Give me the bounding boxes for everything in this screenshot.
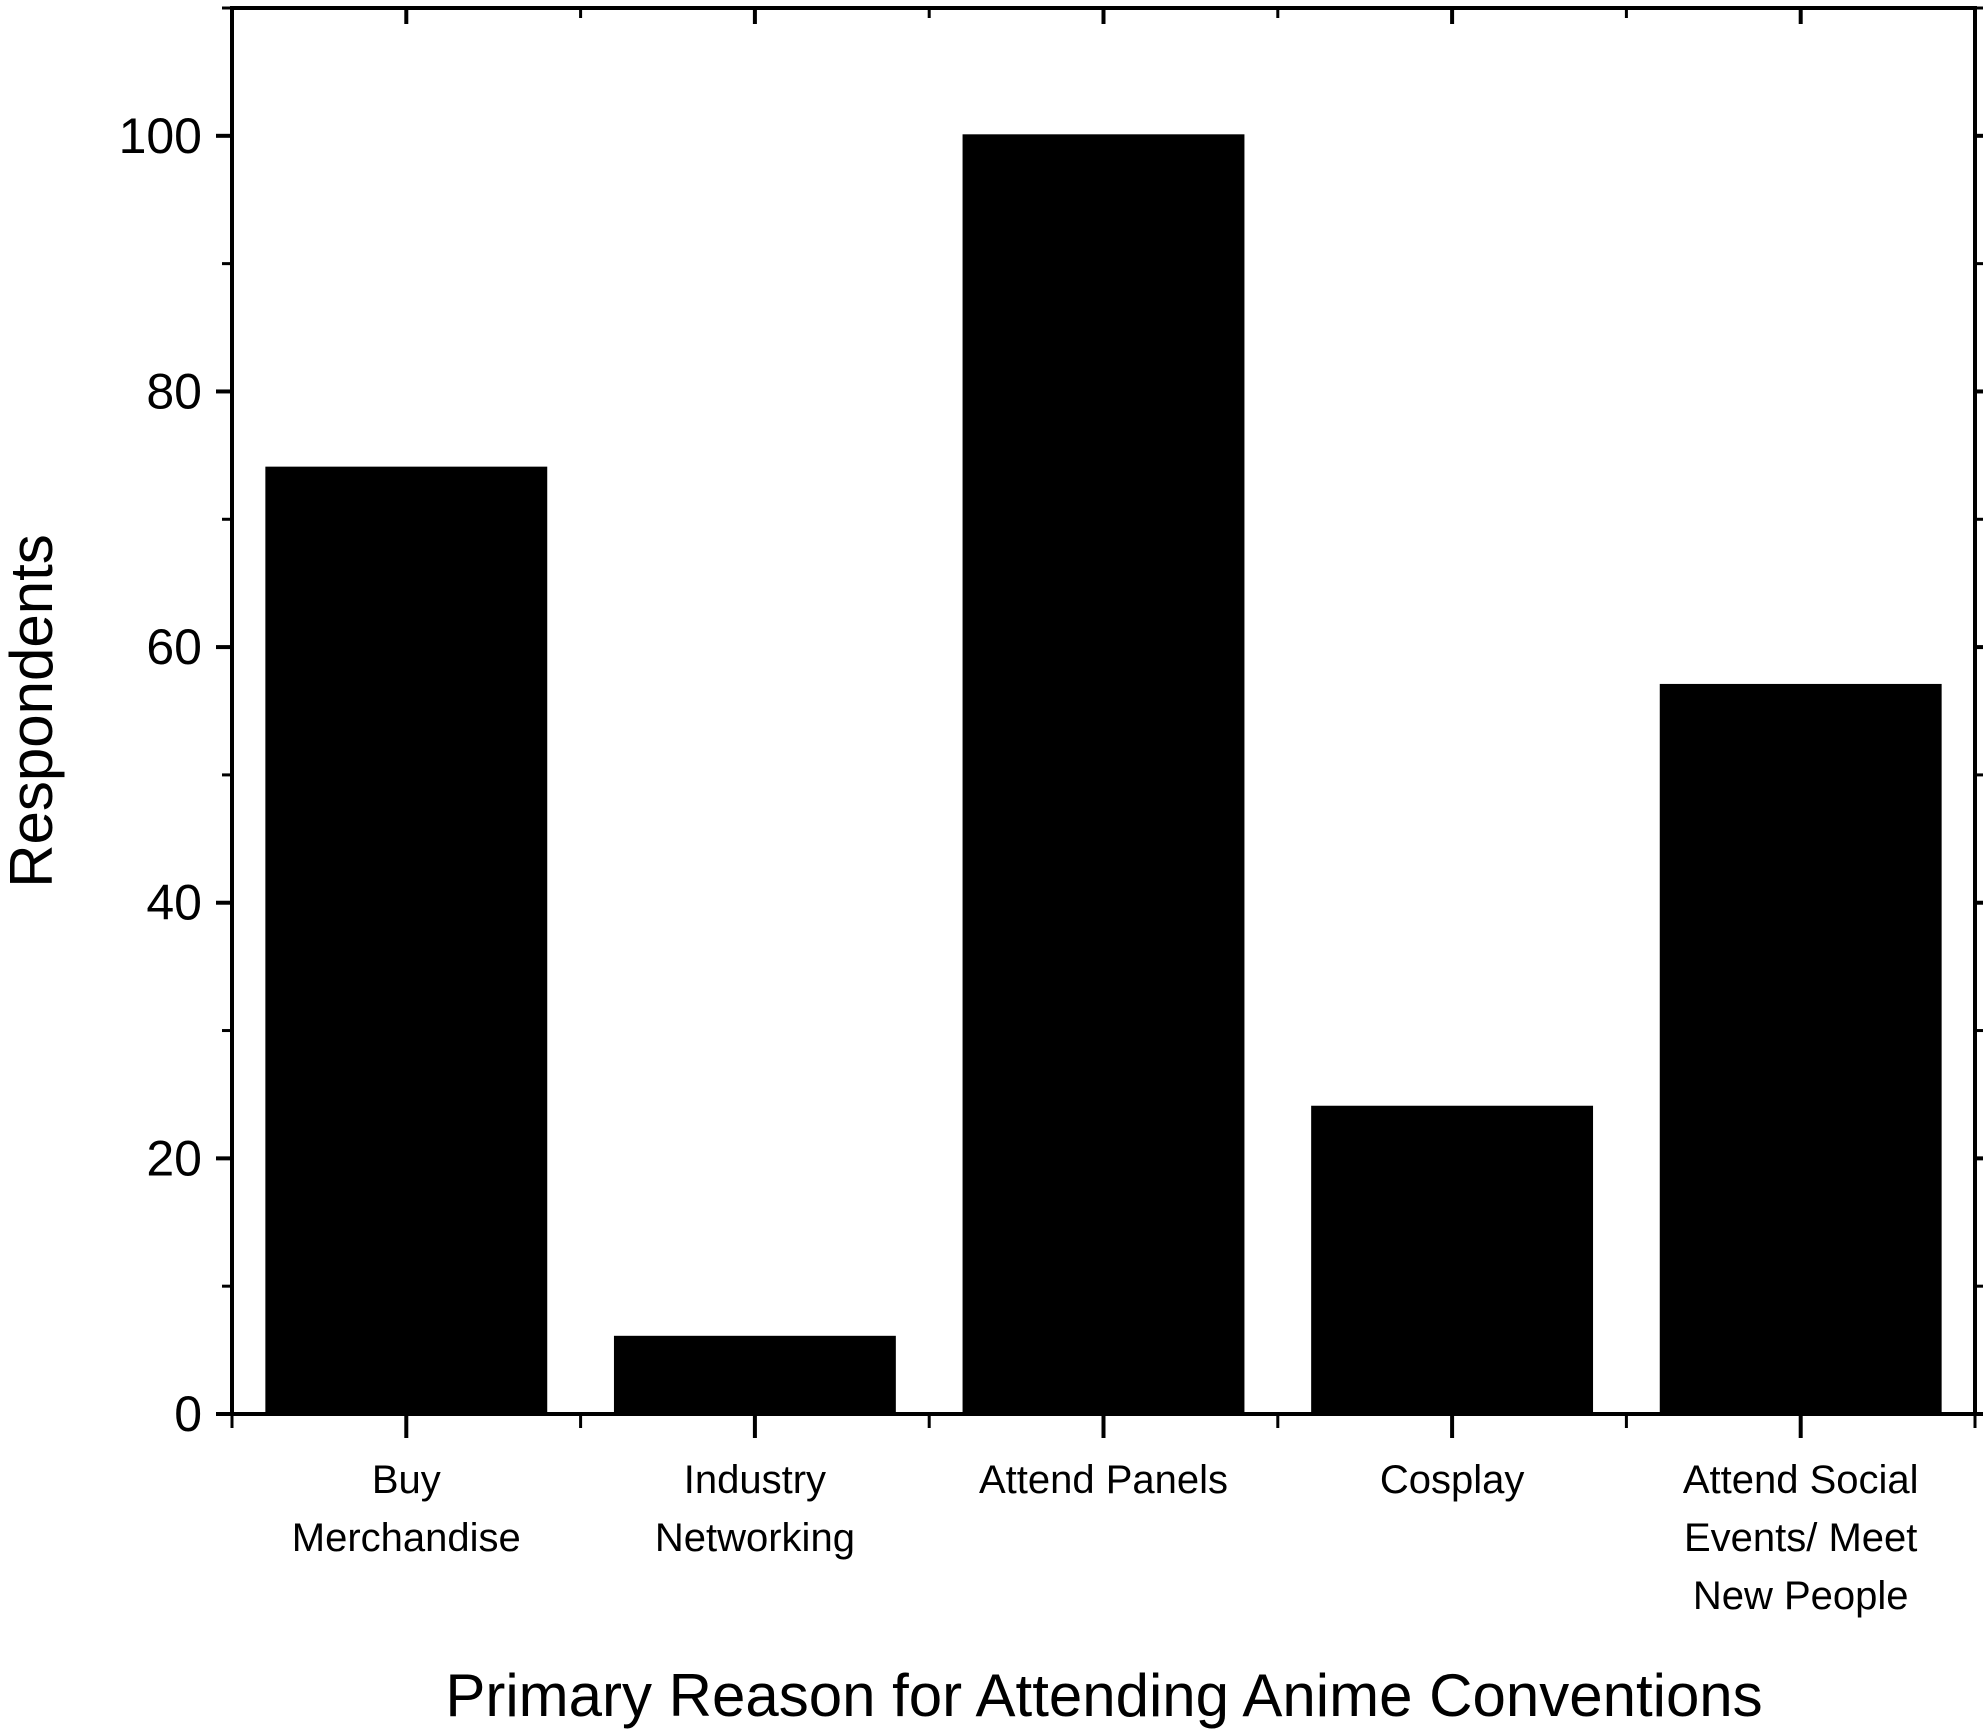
y-tick-label: 40 — [146, 875, 202, 931]
y-tick-label: 80 — [146, 363, 202, 419]
y-tick-label: 60 — [146, 619, 202, 675]
y-tick-label: 20 — [146, 1130, 202, 1186]
bars-layer — [265, 134, 1942, 1416]
x-tick-label: Industry Networking — [655, 1458, 855, 1560]
x-axis-title: Primary Reason for Attending Anime Conve… — [445, 1662, 1762, 1729]
y-axis-title: Respondents — [0, 534, 65, 888]
y-tick-label: 0 — [174, 1386, 202, 1442]
bar — [1659, 683, 1942, 1416]
x-tick-label: Cosplay — [1380, 1458, 1525, 1502]
labels-layer: 0 20 40 60 80 100 Buy Merchandise Industry Networ… — [119, 108, 1919, 1618]
x-tick-label: Buy Merchandise — [292, 1458, 521, 1560]
bar — [1311, 1105, 1594, 1416]
bar — [613, 1335, 896, 1416]
x-tick-label: Attend Panels — [979, 1458, 1228, 1502]
y-tick-label: 100 — [119, 108, 202, 164]
x-tick-label: Attend Social Events/ Meet New People — [1683, 1458, 1919, 1618]
plot-frame — [230, 6, 1977, 1416]
bar — [265, 466, 548, 1416]
bar — [962, 134, 1245, 1416]
